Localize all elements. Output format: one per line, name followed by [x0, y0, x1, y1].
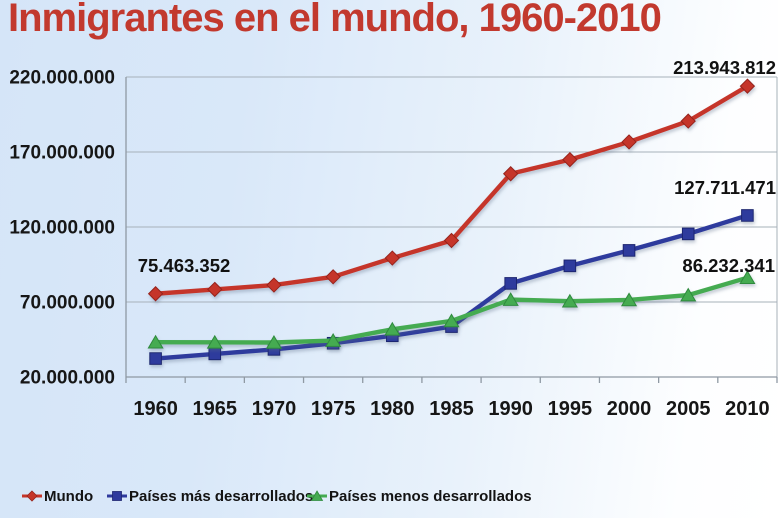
series-line — [153, 83, 750, 296]
data-point-marker — [266, 277, 282, 293]
y-axis-label: 120.000.000 — [9, 218, 115, 239]
legend-item-3: Países menos desarrollados — [307, 486, 532, 506]
data-point-marker — [443, 232, 460, 249]
chart-legend: Mundo Países más desarrollados Países meno… — [0, 486, 778, 508]
x-axis-label: 2010 — [725, 398, 770, 420]
y-axis-label: 70.000.000 — [20, 293, 115, 314]
data-point-marker — [680, 113, 696, 129]
series-1 — [147, 78, 756, 302]
x-axis-label: 1985 — [429, 398, 474, 420]
data-point-marker — [149, 352, 162, 365]
x-axis-label: 1990 — [488, 398, 533, 420]
y-axis-label: 20.000.000 — [20, 368, 115, 389]
x-axis-label: 1970 — [252, 398, 297, 420]
square-legend-marker-icon — [107, 491, 127, 501]
data-point-marker — [739, 270, 756, 284]
data-point-marker — [562, 151, 578, 168]
x-axis-label: 1965 — [193, 398, 238, 420]
data-point-marker — [561, 293, 578, 308]
point-value-label: 213.943.812 — [673, 57, 776, 78]
data-point-marker — [563, 259, 577, 273]
point-value-label: 127.711.471 — [674, 177, 776, 198]
legend-item-2: Países más desarrollados — [107, 486, 313, 506]
legend-label: Países más desarrollados — [129, 487, 314, 505]
data-point-marker — [504, 277, 517, 290]
data-point-marker — [739, 78, 756, 94]
data-point-marker — [206, 334, 223, 349]
data-point-marker — [502, 292, 519, 306]
data-point-marker — [681, 227, 695, 241]
diamond-legend-marker-icon — [22, 490, 42, 502]
point-value-label: 75.463.352 — [138, 255, 231, 276]
point-value-label: 86.232.341 — [682, 255, 775, 276]
x-axis-label: 1980 — [370, 398, 415, 420]
data-point-marker — [502, 166, 519, 182]
x-axis-label: 1995 — [548, 398, 593, 420]
x-axis-label: 1960 — [133, 398, 178, 420]
x-axis-label: 2005 — [666, 398, 711, 420]
data-point-marker — [443, 313, 460, 328]
x-axis-label: 1975 — [311, 398, 356, 420]
data-point-marker — [621, 134, 637, 150]
data-point-marker — [620, 292, 638, 307]
data-point-marker — [384, 321, 401, 336]
data-point-marker — [147, 334, 164, 349]
legend-label: Mundo — [44, 487, 94, 505]
x-axis-label: 2000 — [607, 398, 652, 420]
data-point-marker — [147, 286, 164, 302]
chart-title: Inmigrantes en el mundo, 1960-2010 — [8, 0, 662, 40]
series-3 — [147, 270, 756, 349]
data-point-marker — [207, 281, 223, 298]
data-point-marker — [680, 287, 697, 302]
data-point-marker — [741, 209, 754, 222]
data-point-marker — [622, 244, 636, 257]
data-point-marker — [384, 250, 401, 266]
data-point-marker — [265, 335, 283, 349]
data-point-marker — [325, 269, 341, 285]
y-axis-label: 220.000.000 — [9, 68, 115, 89]
y-axis-label: 170.000.000 — [9, 143, 115, 164]
triangle-legend-marker-icon — [307, 490, 327, 501]
legend-item-1: Mundo — [22, 486, 93, 506]
data-point-marker — [325, 333, 342, 347]
data-point-marker — [208, 347, 222, 361]
legend-label: Países menos desarrollados — [329, 487, 532, 505]
